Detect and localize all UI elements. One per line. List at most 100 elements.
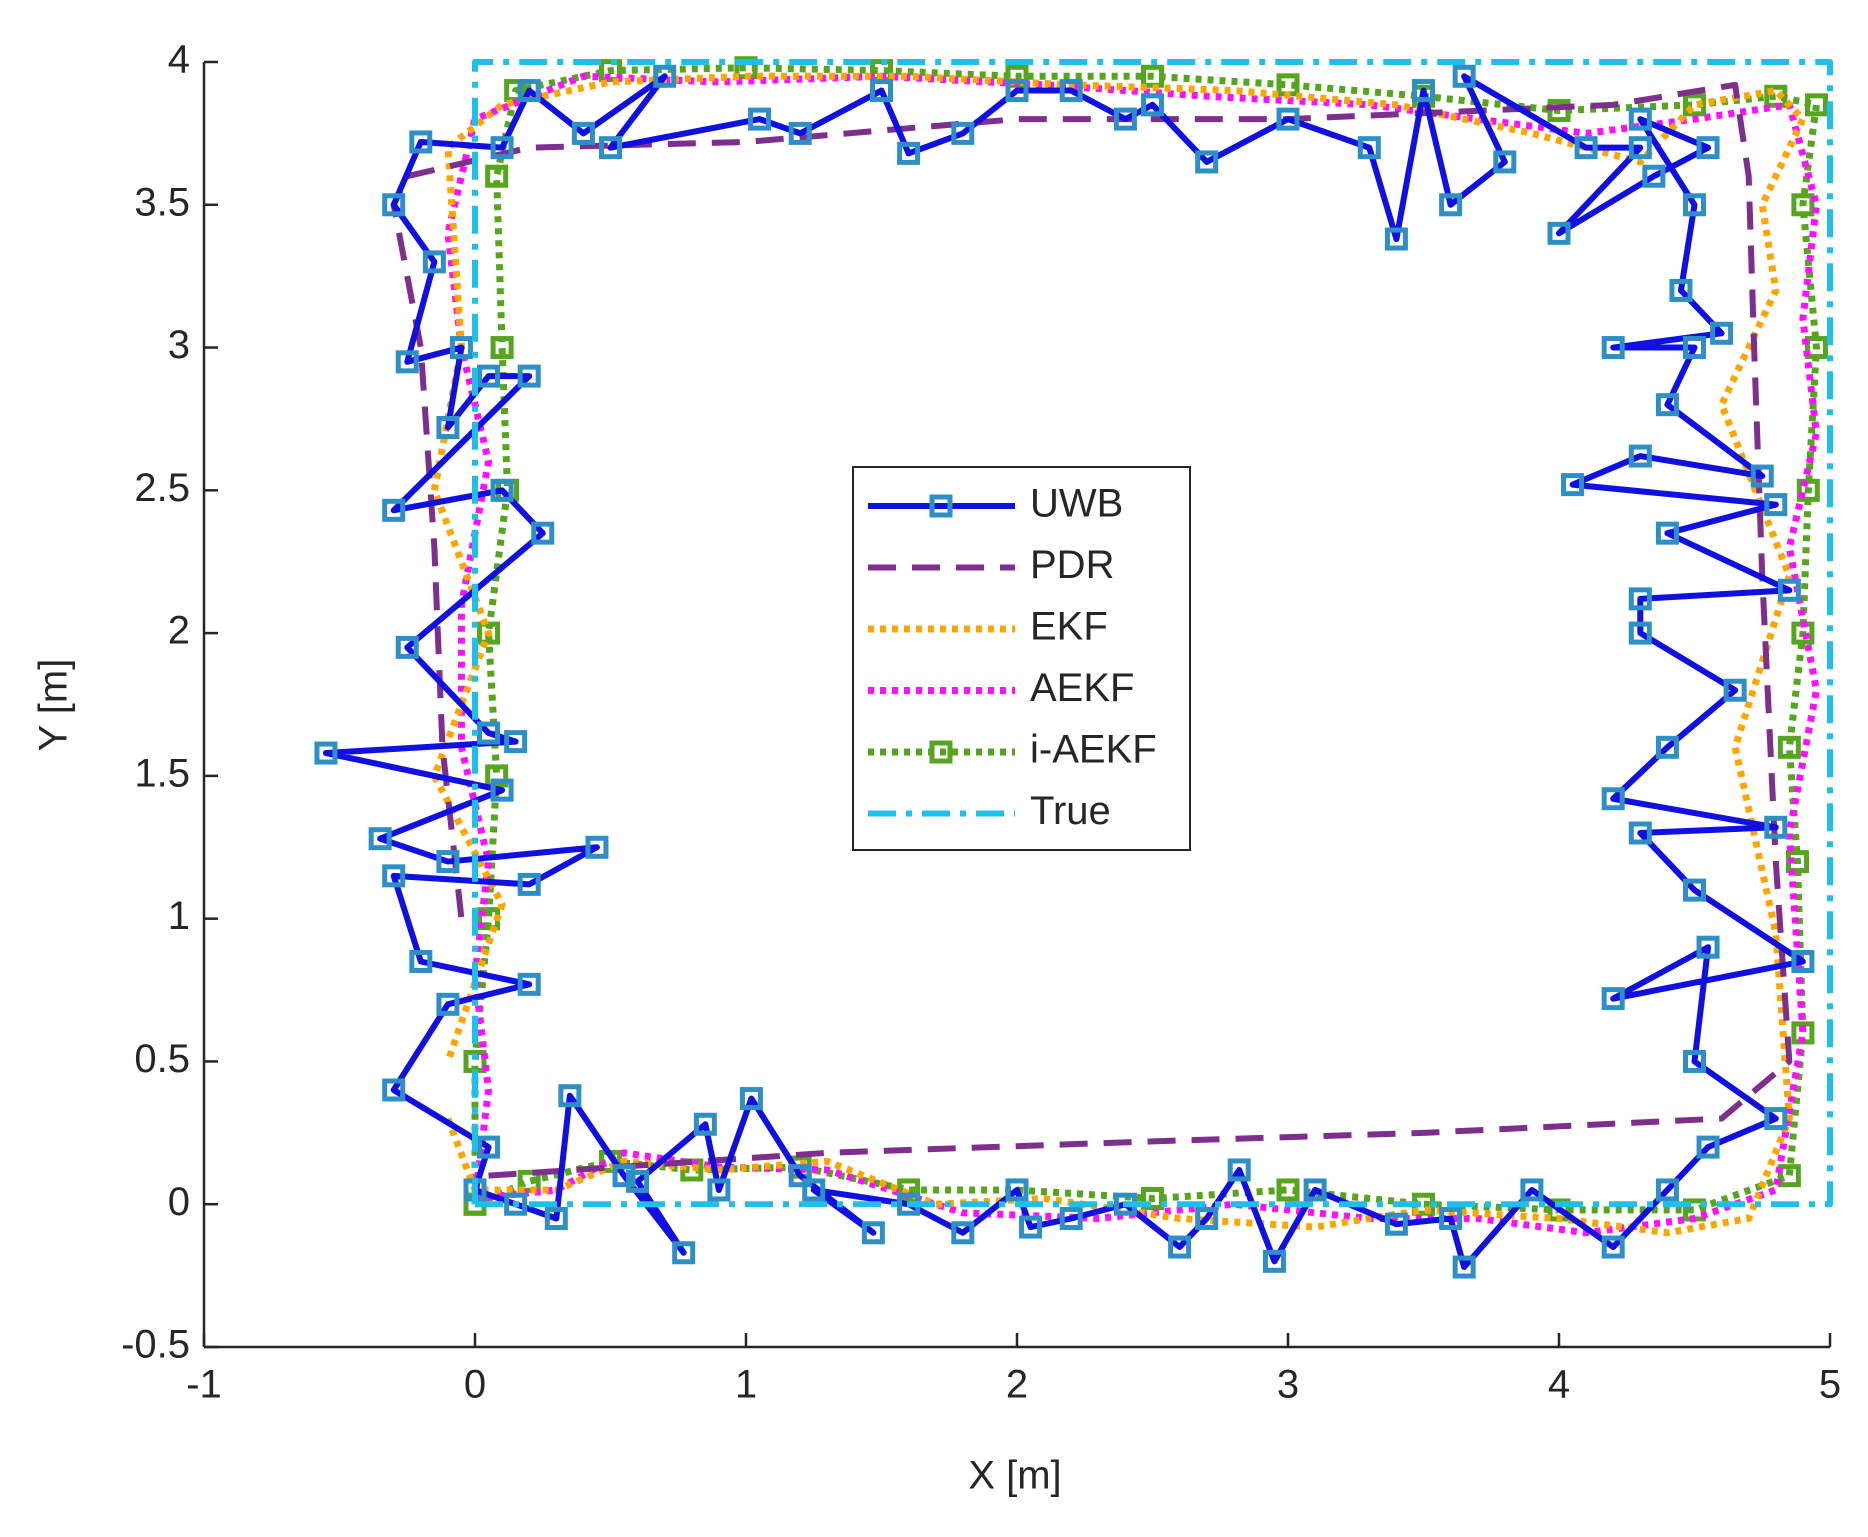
series-marker [1710,321,1734,345]
series-marker [368,827,392,851]
legend-label: i-AEKF [1030,728,1157,772]
series-marker [517,79,541,103]
series-marker [395,350,419,374]
series-marker [382,1078,406,1102]
series-marker [1777,1164,1801,1188]
series-marker [1195,1207,1219,1230]
series-marker [1764,815,1788,839]
series-marker [1227,1158,1251,1182]
series-marker [788,1164,812,1188]
series-marker [1750,464,1774,488]
series-marker [517,364,541,388]
y-tick-label: 1 [168,894,190,938]
series-marker [382,498,406,522]
x-tick-label: 3 [1277,1363,1299,1407]
series-marker [1452,64,1476,88]
series-marker [490,778,514,802]
series-marker [1764,1107,1788,1131]
series-marker [612,1164,636,1188]
series-marker [1412,79,1435,103]
series-marker [1696,935,1720,959]
x-tick-label: 5 [1819,1363,1841,1407]
series-marker [788,121,812,145]
series-marker [395,635,419,659]
series-marker [1005,1178,1029,1202]
series-marker [1141,64,1164,88]
x-axis-label: X [m] [968,1454,1061,1498]
series-marker [1628,587,1652,611]
y-tick-label: 1.5 [134,751,190,795]
series-marker [1601,987,1625,1011]
series-marker [544,1207,568,1230]
series-marker [490,136,514,160]
series-marker [1683,193,1706,217]
y-tick-label: 4 [168,38,190,82]
x-tick-label: 4 [1548,1363,1570,1407]
series-marker [672,1241,696,1265]
series-marker [1059,1207,1083,1230]
series-marker [585,835,609,859]
series-marker [1628,136,1652,160]
series-marker [861,1221,885,1245]
series-marker [1655,735,1679,759]
series-marker [477,364,501,388]
series-marker [1764,493,1788,517]
series-marker [1683,93,1706,117]
series-marker [436,850,460,874]
series-marker [517,872,541,896]
y-tick-label: 2 [168,609,190,653]
series-marker [870,79,893,103]
series-marker [599,59,622,83]
y-axis-label: Y [m] [32,659,76,752]
series-line [390,81,1793,1179]
series-marker [653,64,677,88]
series-marker [1113,107,1137,131]
x-tick-label: 2 [1006,1363,1028,1407]
series-marker [1493,150,1517,174]
series-marker [504,730,528,754]
series-marker [1628,621,1652,645]
series-marker [436,416,460,440]
series-marker [517,1169,541,1193]
series-marker [449,336,473,360]
series-marker [517,972,541,996]
y-tick-label: -0.5 [121,1323,190,1367]
legend-label: True [1030,789,1111,833]
series-marker [1791,193,1815,217]
series-line [322,73,1806,1271]
series-marker [1777,735,1801,759]
legend-label: EKF [1030,605,1108,649]
series-marker [1019,1215,1043,1239]
y-tick-label: 2.5 [134,466,190,510]
series-marker [422,250,446,274]
x-tick-label: 1 [735,1363,757,1407]
series-marker [951,121,975,145]
series-marker [1696,136,1720,160]
series-marker [477,1135,501,1159]
series-marker [951,1221,975,1245]
series-marker [1276,107,1300,131]
series-marker [1696,1135,1720,1159]
series-marker [1520,1178,1544,1202]
series-marker [1439,1207,1463,1230]
series-marker [1655,393,1679,417]
series-marker [409,950,433,973]
series-marker [490,336,514,360]
series-marker [1005,79,1029,103]
series-marker [1601,1235,1625,1259]
legend-marker [929,740,953,764]
series-marker [314,741,338,765]
x-tick-label: 0 [464,1363,486,1407]
series-marker [1276,1178,1300,1202]
series-line [472,59,1833,1208]
series-marker [599,136,622,160]
series-marker [1141,93,1164,117]
series-marker [1262,1249,1286,1273]
series-marker [504,1192,528,1216]
series-marker [1655,521,1679,545]
y-tick-label: 0.5 [134,1037,190,1081]
series-marker [485,164,509,188]
series-marker [409,130,433,154]
series-marker [626,1169,650,1193]
series-marker [1574,136,1598,160]
